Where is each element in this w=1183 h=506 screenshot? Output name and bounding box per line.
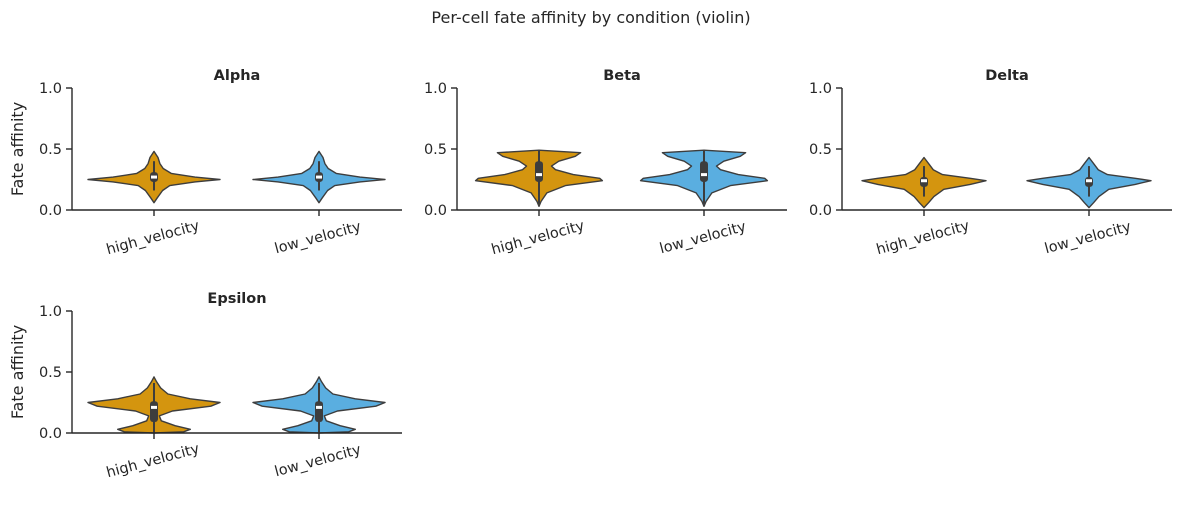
y-tick-label: 1.0: [39, 304, 62, 320]
violin-median: [151, 175, 157, 179]
y-tick-label: 0.5: [424, 142, 447, 158]
panel-delta: Delta 0.0 0.5 1.0 high_velocity low_velocity: [809, 68, 1172, 258]
violin-median: [316, 405, 322, 409]
y-tick-label: 1.0: [809, 81, 832, 97]
violin-median: [151, 405, 157, 409]
x-tick-label: low_velocity: [658, 219, 748, 258]
panel-title: Delta: [985, 68, 1029, 84]
y-tick-label: 0.0: [39, 203, 62, 219]
y-tick-label: 0.0: [39, 426, 62, 442]
panel-title: Epsilon: [207, 291, 266, 307]
violin-median: [316, 175, 322, 179]
violin-median: [921, 179, 927, 183]
x-tick-label: low_velocity: [273, 219, 363, 258]
x-tick-label: high_velocity: [875, 218, 972, 258]
violin-median: [536, 173, 542, 177]
violin-iqr-box: [150, 401, 158, 423]
y-tick-label: 1.0: [424, 81, 447, 97]
x-tick-label: high_velocity: [105, 441, 202, 481]
x-tick-label: low_velocity: [1043, 219, 1133, 258]
chart-panels: Alpha Fate affinity 0.0 0.5 1.0 high_velocity…: [8, 68, 1172, 481]
violin-iqr-box: [315, 401, 323, 423]
violin-iqr-box: [700, 161, 708, 182]
y-tick-label: 1.0: [39, 81, 62, 97]
y-tick-label: 0.0: [809, 203, 832, 219]
y-tick-label: 0.5: [809, 142, 832, 158]
panel-alpha: Alpha Fate affinity 0.0 0.5 1.0 high_velocity…: [8, 68, 402, 258]
panel-epsilon: Epsilon Fate affinity 0.0 0.5 1.0 high_veloci…: [8, 291, 402, 481]
x-tick-label: high_velocity: [105, 218, 202, 258]
panel-title: Alpha: [214, 68, 261, 84]
x-tick-label: high_velocity: [490, 218, 587, 258]
y-tick-label: 0.5: [39, 142, 62, 158]
y-axis-label: Fate affinity: [8, 325, 27, 419]
violin-median: [701, 173, 707, 177]
violin-median: [1086, 179, 1092, 183]
chart-title: Per-cell fate affinity by condition (vio…: [431, 8, 750, 27]
y-tick-label: 0.0: [424, 203, 447, 219]
panel-beta: Beta 0.0 0.5 1.0 high_velocity low_velocity: [424, 68, 787, 258]
y-tick-label: 0.5: [39, 365, 62, 381]
panel-title: Beta: [603, 68, 641, 84]
y-axis-label: Fate affinity: [8, 102, 27, 196]
violin-iqr-box: [535, 161, 543, 182]
x-tick-label: low_velocity: [273, 442, 363, 481]
